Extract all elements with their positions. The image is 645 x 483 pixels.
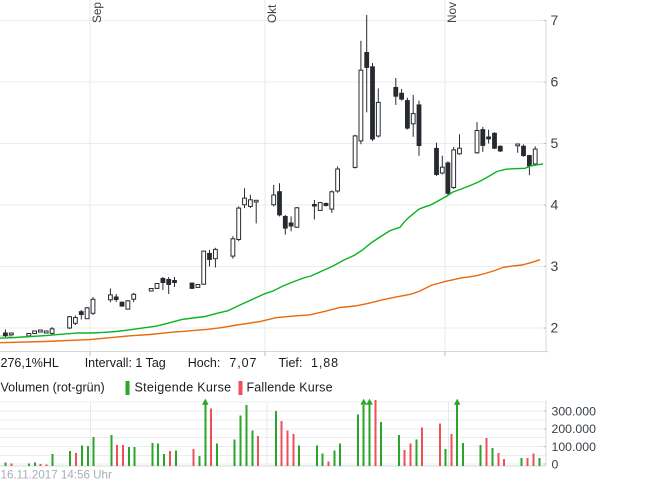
svg-text:100.000: 100.000 bbox=[552, 440, 597, 454]
svg-text:300.000: 300.000 bbox=[552, 404, 597, 418]
svg-text:Volumen (rot-grün): Volumen (rot-grün) bbox=[1, 381, 105, 395]
svg-text:3: 3 bbox=[551, 258, 559, 274]
svg-text:5: 5 bbox=[551, 135, 559, 151]
svg-text:7: 7 bbox=[551, 12, 559, 28]
svg-text:Fallende Kurse: Fallende Kurse bbox=[247, 381, 333, 395]
svg-text:Okt: Okt bbox=[265, 4, 279, 23]
svg-text:Intervall: 1 Tag: Intervall: 1 Tag bbox=[85, 356, 166, 370]
svg-text:Hoch:: Hoch: bbox=[188, 356, 221, 370]
svg-text:Tief:: Tief: bbox=[279, 356, 303, 370]
svg-text:0: 0 bbox=[552, 458, 559, 472]
svg-text:6: 6 bbox=[551, 74, 559, 90]
svg-text:4: 4 bbox=[551, 197, 559, 213]
svg-text:276,1%HL: 276,1%HL bbox=[1, 356, 59, 370]
svg-text:Steigende Kurse: Steigende Kurse bbox=[135, 381, 232, 395]
svg-text:Nov: Nov bbox=[445, 2, 459, 23]
svg-text:2: 2 bbox=[551, 320, 559, 336]
svg-text:Sep: Sep bbox=[90, 2, 104, 23]
svg-text:1,88: 1,88 bbox=[311, 356, 339, 370]
svg-text:200.000: 200.000 bbox=[552, 422, 597, 436]
svg-text:16.11.2017 14:56 Uhr: 16.11.2017 14:56 Uhr bbox=[1, 469, 112, 482]
svg-text:7,07: 7,07 bbox=[229, 356, 257, 370]
